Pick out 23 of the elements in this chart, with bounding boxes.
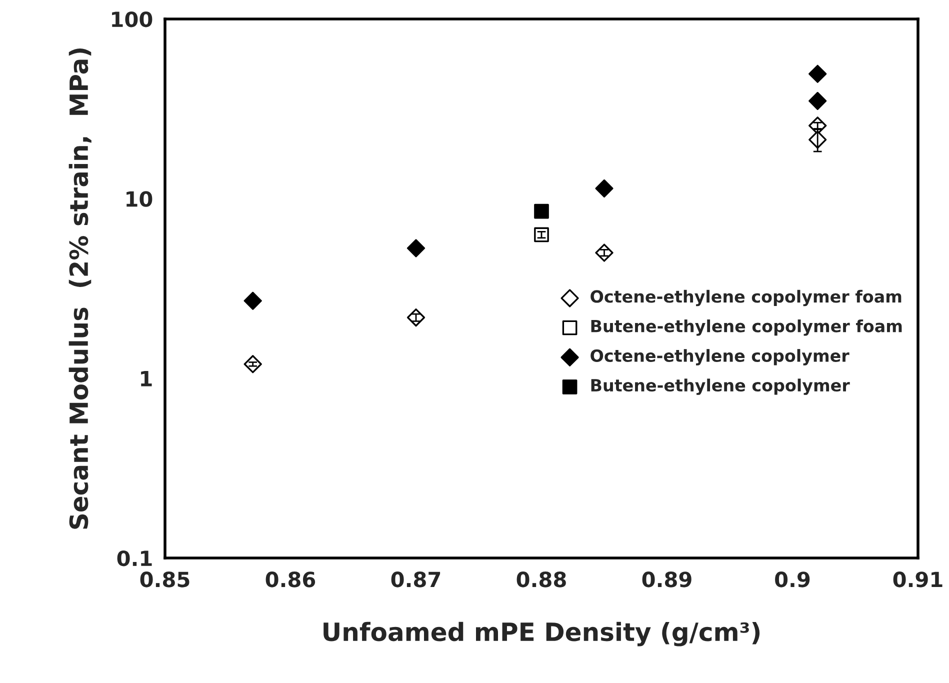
x-tick-label: 0.9	[775, 572, 810, 588]
point	[534, 204, 549, 219]
y-tick-label: 100	[112, 11, 152, 28]
point	[808, 64, 827, 83]
x-tick-label: 0.86	[266, 572, 316, 588]
point	[406, 239, 426, 258]
x-tick-label: 0.87	[391, 572, 440, 588]
y-tick-label: 1	[141, 371, 152, 386]
point	[244, 292, 262, 310]
y-tick-label: 0.1	[117, 550, 152, 566]
legend-label: Octene-ethylene copolymer	[590, 349, 850, 366]
x-tick-label: 0.89	[642, 572, 692, 588]
point	[808, 92, 827, 110]
legend-label: Butene-ethylene copolymer foam	[591, 319, 902, 336]
point	[595, 179, 614, 198]
legend-label: Butene-ethylene copolymer	[591, 378, 850, 395]
y-axis-title: Secant Modulus (2% strain, MPa)	[68, 48, 92, 529]
y-tick-label: 10	[126, 191, 152, 207]
legend-label: Octene-ethylene copolymer foam	[590, 290, 902, 306]
x-tick-label: 0.91	[893, 572, 942, 588]
x-axis-title: Unfoamed mPE Density (g/cm³)	[324, 622, 760, 646]
x-tick-label: 0.88	[516, 572, 566, 588]
x-tick-label: 0.85	[140, 572, 190, 588]
